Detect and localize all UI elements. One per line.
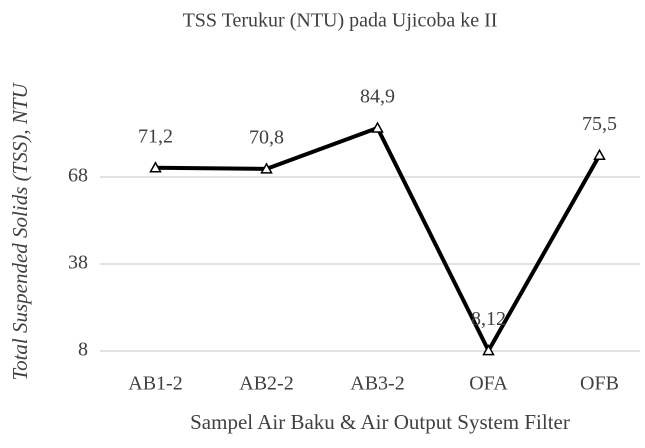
data-line	[155, 125, 602, 353]
data-label: 75,5	[582, 113, 617, 135]
data-label: 84,9	[360, 86, 395, 108]
data-label: 8,12	[471, 308, 506, 330]
x-tick-label: AB3-2	[350, 373, 404, 395]
point-marker	[482, 344, 495, 356]
x-tick-label: AB2-2	[239, 373, 293, 395]
y-axis-title: Total Suspended Solids (TSS), NTU	[8, 81, 32, 380]
point-marker	[149, 161, 162, 173]
point-marker	[371, 121, 384, 133]
data-label: 70,8	[249, 126, 284, 148]
x-axis-title: Sampel Air Baku & Air Output System Filt…	[190, 410, 570, 434]
point-marker	[593, 148, 606, 160]
y-tick-label: 38	[68, 252, 88, 274]
y-tick-label: 8	[78, 339, 88, 361]
x-tick-label: OFA	[469, 373, 508, 395]
y-tick-label: 68	[68, 165, 88, 187]
x-tick-label: OFB	[580, 373, 619, 395]
point-marker	[260, 162, 273, 174]
x-tick-label: AB1-2	[128, 373, 182, 395]
data-label: 71,2	[138, 125, 173, 147]
chart-title: TSS Terukur (NTU) pada Ujicoba ke II	[183, 10, 498, 32]
